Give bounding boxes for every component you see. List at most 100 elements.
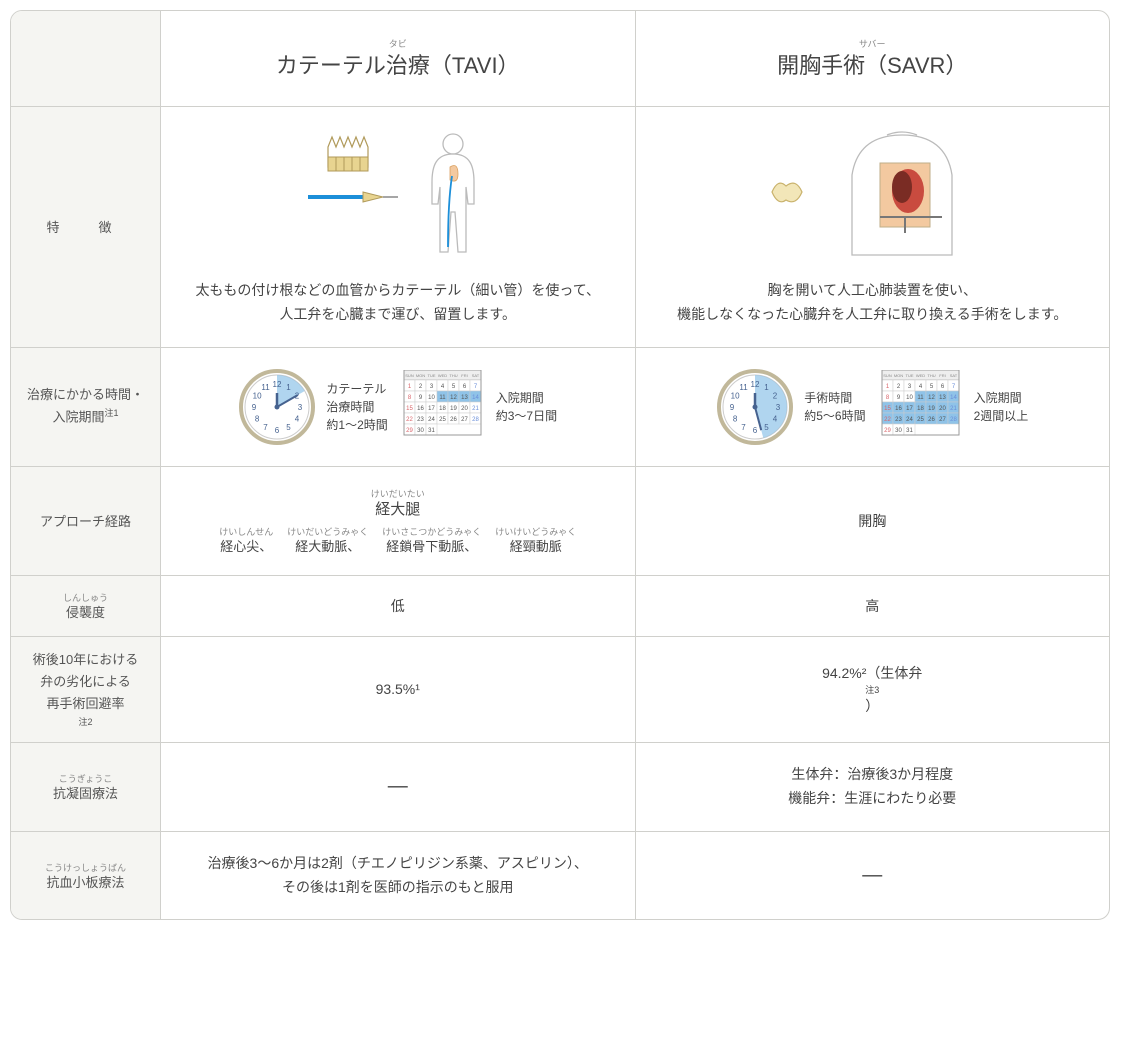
header-tavi: タビ カテーテル治療（TAVI） (161, 11, 636, 106)
comparison-table: タビ カテーテル治療（TAVI） サバー 開胸手術（SAVR） 特 徴 (10, 10, 1110, 920)
svg-text:19: 19 (928, 406, 935, 412)
svg-text:26: 26 (928, 417, 935, 423)
reop-label: 術後10年における弁の劣化による再手術回避率注2 (11, 637, 161, 743)
svg-text:THU: THU (449, 373, 457, 378)
svg-text:9: 9 (252, 403, 257, 412)
svg-text:22: 22 (406, 417, 413, 423)
svg-text:10: 10 (731, 391, 740, 400)
svg-text:WED: WED (915, 373, 924, 378)
svg-text:5: 5 (287, 423, 292, 432)
svg-text:WED: WED (438, 373, 447, 378)
feature-label: 特 徴 (11, 107, 161, 347)
svg-text:14: 14 (950, 395, 957, 401)
svg-text:3: 3 (776, 403, 781, 412)
tavi-cal-block: SUNMONTUEWEDTHUFRISAT1234567891011121314… (402, 370, 557, 444)
svg-text:21: 21 (950, 406, 957, 412)
antiplat-row: こうけっしょうばん 抗血小板療法 治療後3〜6か月は2剤（チエノピリジン系薬、ア… (11, 831, 1109, 920)
tavi-stent-body-icon (298, 127, 498, 267)
calendar-icon: SUNMONTUEWEDTHUFRISAT1234567891011121314… (402, 370, 486, 444)
svg-text:6: 6 (753, 426, 758, 435)
svg-text:FRI: FRI (461, 373, 467, 378)
svg-text:30: 30 (417, 428, 424, 434)
svg-text:MON: MON (893, 373, 902, 378)
reop-row: 術後10年における弁の劣化による再手術回避率注2 93.5%¹ 94.2%²（生… (11, 636, 1109, 743)
svg-text:10: 10 (906, 395, 913, 401)
svg-text:12: 12 (928, 395, 935, 401)
antiplat-label: こうけっしょうばん 抗血小板療法 (11, 832, 161, 920)
feature-tavi-text: 太ももの付け根などの血管からカテーテル（細い管）を使って、人工弁を心臓まで運び、… (195, 279, 600, 327)
header-savr: サバー 開胸手術（SAVR） (636, 11, 1110, 106)
svg-text:13: 13 (939, 395, 946, 401)
svg-text:4: 4 (295, 414, 300, 423)
svg-text:12: 12 (273, 380, 282, 389)
tavi-title: カテーテル治療（TAVI） (276, 48, 520, 80)
anticoag-label: こうぎょうこ 抗凝固療法 (11, 743, 161, 831)
approach-savr: 開胸 (636, 467, 1110, 575)
svg-text:19: 19 (450, 406, 457, 412)
svg-text:16: 16 (417, 406, 424, 412)
svg-text:23: 23 (895, 417, 902, 423)
anticoag-savr: 生体弁：治療後3か月程度機能弁：生涯にわたり必要 (636, 743, 1110, 831)
approach-tavi: けいだいたい 経大腿 けいしんせん経心尖、けいだいどうみゃく経大動脈、けいさこつ… (161, 467, 636, 575)
svg-text:15: 15 (884, 406, 891, 412)
savr-chest-icon (752, 127, 992, 267)
svg-text:2: 2 (773, 391, 778, 400)
approach-label: アプローチ経路 (11, 467, 161, 575)
svg-text:22: 22 (884, 417, 891, 423)
svg-text:18: 18 (917, 406, 924, 412)
svg-text:5: 5 (764, 423, 769, 432)
svg-text:16: 16 (895, 406, 902, 412)
anticoag-row: こうぎょうこ 抗凝固療法 ― 生体弁：治療後3か月程度機能弁：生涯にわたり必要 (11, 742, 1109, 831)
svg-text:28: 28 (472, 417, 479, 423)
svg-text:27: 27 (939, 417, 946, 423)
reop-tavi: 93.5%¹ (161, 637, 636, 743)
svg-text:13: 13 (461, 395, 468, 401)
svg-text:28: 28 (950, 417, 957, 423)
savr-illustration (752, 127, 992, 267)
calendar-icon: SUNMONTUEWEDTHUFRISAT1234567891011121314… (880, 370, 964, 444)
svg-text:10: 10 (253, 391, 262, 400)
svg-text:30: 30 (895, 428, 902, 434)
svg-text:26: 26 (450, 417, 457, 423)
svg-text:29: 29 (406, 428, 413, 434)
antiplat-savr: ― (636, 832, 1110, 920)
anticoag-tavi: ― (161, 743, 636, 831)
feature-tavi: 太ももの付け根などの血管からカテーテル（細い管）を使って、人工弁を心臓まで運び、… (161, 107, 636, 347)
svg-text:3: 3 (298, 403, 303, 412)
invasive-savr: 高 (636, 576, 1110, 636)
savr-clock-block: 123456789101112 手術時間 約5〜6時間 (716, 368, 865, 446)
feature-row: 特 徴 (11, 106, 1109, 347)
svg-text:11: 11 (917, 395, 924, 401)
svg-text:8: 8 (255, 414, 260, 423)
svg-text:1: 1 (764, 383, 769, 392)
svg-text:SUN: SUN (405, 373, 414, 378)
svg-text:25: 25 (439, 417, 446, 423)
approach-sub-list: けいしんせん経心尖、けいだいどうみゃく経大動脈、けいさこつかどうみゃく経鎖骨下動… (219, 525, 576, 555)
invasive-label: しんしゅう 侵襲度 (11, 576, 161, 636)
svg-text:20: 20 (939, 406, 946, 412)
svg-text:18: 18 (439, 406, 446, 412)
tavi-clock-block: 123456789101112 カテーテル 治療時間 約1〜2時間 (238, 368, 387, 446)
svg-text:11: 11 (262, 383, 271, 392)
svg-text:7: 7 (264, 423, 269, 432)
svg-text:20: 20 (461, 406, 468, 412)
svg-text:25: 25 (917, 417, 924, 423)
svg-text:24: 24 (428, 417, 435, 423)
svg-text:FRI: FRI (939, 373, 945, 378)
svg-text:4: 4 (773, 414, 778, 423)
svg-text:12: 12 (751, 380, 760, 389)
svg-text:THU: THU (927, 373, 935, 378)
svg-text:11: 11 (740, 383, 749, 392)
approach-sub-item: けいしんせん経心尖、 (219, 525, 273, 555)
approach-row: アプローチ経路 けいだいたい 経大腿 けいしんせん経心尖、けいだいどうみゃく経大… (11, 466, 1109, 575)
svg-text:7: 7 (741, 423, 746, 432)
approach-sub-item: けいけいどうみゃく経頸動脈 (495, 525, 576, 555)
svg-text:SUN: SUN (883, 373, 892, 378)
svg-text:11: 11 (439, 395, 446, 401)
time-label: 治療にかかる時間・入院期間注1 (11, 348, 161, 466)
svg-text:24: 24 (906, 417, 913, 423)
svg-text:MON: MON (416, 373, 425, 378)
clock-icon: 123456789101112 (238, 368, 316, 446)
header-blank (11, 11, 161, 106)
svg-text:9: 9 (730, 403, 735, 412)
